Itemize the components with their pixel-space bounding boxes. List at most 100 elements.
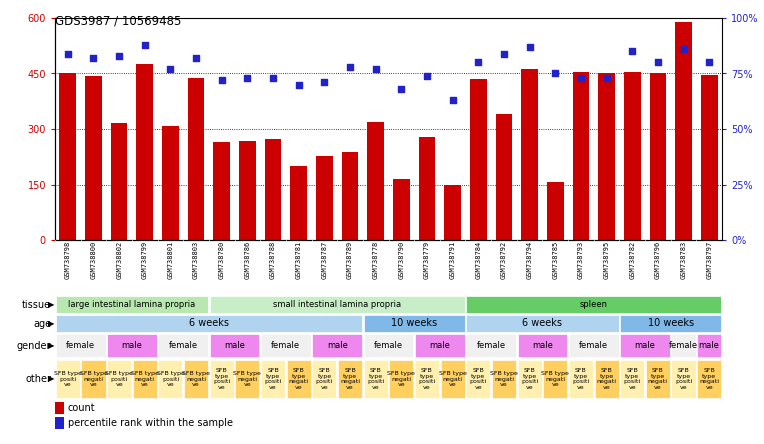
Text: SFB
type
positi
ve: SFB type positi ve: [470, 369, 487, 389]
Text: large intestinal lamina propria: large intestinal lamina propria: [68, 300, 196, 309]
Text: SFB
type
positi
ve: SFB type positi ve: [623, 369, 641, 389]
Text: GSM738797: GSM738797: [706, 241, 712, 279]
Bar: [672, 334, 695, 357]
Bar: [701, 75, 717, 240]
Point: [370, 66, 382, 73]
Text: SFB type
negati
ve: SFB type negati ve: [387, 371, 416, 387]
Text: GSM738778: GSM738778: [373, 241, 379, 279]
Text: GSM738802: GSM738802: [116, 241, 122, 279]
Bar: [60, 73, 76, 240]
Bar: [697, 360, 721, 398]
Point: [293, 81, 305, 88]
Text: GDS3987 / 10569485: GDS3987 / 10569485: [55, 14, 181, 27]
Text: ▶: ▶: [47, 319, 54, 328]
Bar: [56, 334, 105, 357]
Point: [421, 72, 433, 79]
Point: [678, 46, 690, 53]
Bar: [569, 360, 593, 398]
Bar: [107, 334, 157, 357]
Point: [319, 79, 331, 86]
Bar: [646, 360, 670, 398]
Point: [139, 41, 151, 48]
Text: 10 weeks: 10 weeks: [648, 318, 694, 329]
Point: [190, 55, 202, 62]
Text: GSM738786: GSM738786: [244, 241, 251, 279]
Bar: [620, 360, 644, 398]
Text: SFB
type
positi
ve: SFB type positi ve: [675, 369, 692, 389]
Text: SFB
type
negati
ve: SFB type negati ve: [597, 369, 617, 389]
Text: 6 weeks: 6 weeks: [523, 318, 562, 329]
Text: GSM738803: GSM738803: [193, 241, 199, 279]
Text: SFB
type
positi
ve: SFB type positi ve: [521, 369, 538, 389]
Text: GSM738795: GSM738795: [604, 241, 610, 279]
Text: female: female: [66, 341, 96, 350]
Bar: [264, 139, 281, 240]
Text: tissue: tissue: [22, 300, 51, 309]
Text: GSM738793: GSM738793: [578, 241, 584, 279]
Bar: [364, 315, 465, 332]
Text: count: count: [68, 403, 96, 413]
Point: [344, 63, 356, 71]
Text: female: female: [579, 341, 608, 350]
Bar: [158, 360, 183, 398]
Text: SFB
type
negati
ve: SFB type negati ve: [699, 369, 719, 389]
Bar: [261, 360, 285, 398]
Bar: [367, 123, 384, 240]
Bar: [594, 360, 619, 398]
Bar: [649, 73, 666, 240]
Text: female: female: [477, 341, 506, 350]
Bar: [111, 123, 128, 240]
Text: SFB
type
positi
ve: SFB type positi ve: [264, 369, 282, 389]
Bar: [312, 334, 362, 357]
Text: ▶: ▶: [47, 300, 54, 309]
Bar: [697, 334, 721, 357]
Text: SFB type
positi
ve: SFB type positi ve: [105, 371, 133, 387]
Bar: [188, 78, 205, 240]
Point: [652, 59, 664, 66]
Point: [241, 75, 254, 82]
Text: female: female: [374, 341, 403, 350]
Text: GSM738785: GSM738785: [552, 241, 558, 279]
Bar: [620, 315, 721, 332]
Bar: [184, 360, 208, 398]
Text: GSM738792: GSM738792: [501, 241, 507, 279]
Bar: [56, 296, 208, 313]
Text: percentile rank within the sample: percentile rank within the sample: [68, 418, 233, 428]
Text: GSM738781: GSM738781: [296, 241, 302, 279]
Point: [395, 86, 407, 93]
Point: [703, 59, 715, 66]
Bar: [390, 360, 413, 398]
Text: male: male: [224, 341, 245, 350]
Bar: [547, 182, 564, 240]
Point: [164, 66, 176, 73]
Bar: [290, 166, 307, 240]
Text: female: female: [669, 341, 698, 350]
Point: [267, 75, 279, 82]
Bar: [466, 315, 619, 332]
Text: ▶: ▶: [47, 374, 54, 384]
Bar: [209, 360, 234, 398]
Point: [62, 50, 74, 57]
Bar: [517, 360, 542, 398]
Text: GSM738791: GSM738791: [450, 241, 455, 279]
Bar: [572, 72, 589, 240]
Point: [113, 52, 125, 59]
Bar: [56, 360, 80, 398]
Text: gender: gender: [17, 341, 51, 350]
Bar: [261, 334, 311, 357]
Text: GSM738784: GSM738784: [475, 241, 481, 279]
Text: spleen: spleen: [580, 300, 607, 309]
Bar: [517, 334, 568, 357]
Text: male: male: [635, 341, 656, 350]
Bar: [213, 142, 230, 240]
Bar: [158, 334, 208, 357]
Bar: [162, 126, 179, 240]
Text: age: age: [33, 318, 51, 329]
Bar: [133, 360, 157, 398]
Text: small intestinal lamina propria: small intestinal lamina propria: [273, 300, 401, 309]
Text: GSM738789: GSM738789: [347, 241, 353, 279]
Bar: [85, 76, 102, 240]
Point: [601, 75, 613, 82]
Bar: [209, 334, 260, 357]
Point: [498, 50, 510, 57]
